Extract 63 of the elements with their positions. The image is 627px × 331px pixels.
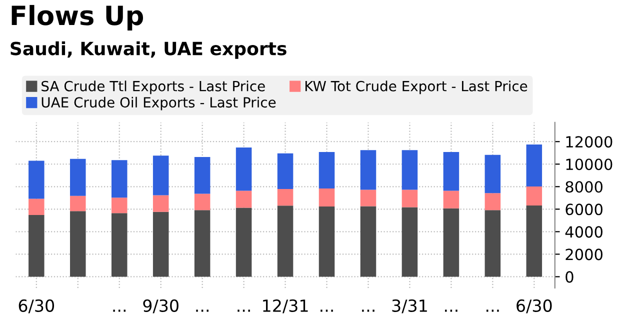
y-tick-label: 12000	[566, 136, 612, 148]
bar	[236, 147, 252, 191]
bar	[70, 158, 86, 196]
x-tick-label: 12/31	[263, 299, 308, 314]
bar	[443, 208, 460, 277]
y-tick-label: 2000	[566, 248, 602, 260]
chart-subtitle: Saudi, Kuwait, UAE exports	[10, 41, 286, 59]
bar	[360, 190, 376, 206]
y-tick-label: 6000	[566, 204, 602, 216]
bar	[360, 206, 376, 277]
x-tick-label: ...	[362, 310, 374, 312]
x-tick-label: 6/30	[18, 299, 54, 314]
bar	[484, 193, 501, 210]
bar	[526, 205, 542, 277]
bar	[318, 188, 335, 206]
bar	[152, 156, 169, 196]
bar	[402, 190, 418, 208]
x-tick-label: ...	[320, 310, 333, 312]
bar	[70, 211, 86, 277]
y-tick-label: 10000	[566, 158, 612, 170]
bar	[111, 213, 128, 277]
bar	[526, 144, 542, 187]
bar	[318, 206, 335, 277]
bar	[277, 206, 294, 277]
bar	[236, 208, 252, 277]
bar	[152, 195, 169, 212]
legend-label: KW Tot Crude Export - Last Price	[305, 80, 528, 94]
bar	[484, 154, 501, 194]
bar	[194, 157, 210, 194]
x-tick-label: ...	[445, 310, 458, 312]
bar	[318, 152, 335, 189]
bar	[111, 198, 128, 214]
x-tick-label: ...	[238, 310, 250, 312]
bar	[28, 160, 44, 199]
x-tick-label: 3/31	[392, 299, 427, 314]
x-tick-label: 9/30	[143, 299, 178, 314]
x-tick-label: ...	[113, 310, 126, 312]
bar	[194, 210, 210, 277]
bar	[194, 194, 210, 210]
bar	[484, 210, 501, 277]
y-tick-label: 8000	[566, 181, 602, 193]
bar	[526, 186, 542, 206]
bar	[360, 150, 376, 190]
x-tick-label: ...	[486, 310, 499, 312]
bar	[152, 212, 169, 277]
bar	[277, 153, 294, 190]
bar	[402, 150, 418, 190]
bar	[443, 152, 460, 191]
y-tick-label: 4000	[565, 226, 602, 238]
bar	[402, 207, 418, 277]
x-tick-label: ...	[196, 310, 208, 312]
bar	[277, 189, 294, 206]
bar	[111, 160, 128, 198]
chart-title: Flows Up	[12, 4, 144, 31]
bar	[70, 196, 86, 212]
bar	[236, 190, 252, 208]
x-tick-label: 6/30	[516, 299, 552, 314]
bar	[443, 190, 460, 208]
bar	[28, 198, 44, 216]
legend-label: UAE Crude Oil Exports - Last Price	[42, 96, 276, 110]
y-tick-label: 0	[566, 271, 574, 283]
bar	[28, 215, 44, 277]
legend-label: SA Crude Ttl Exports - Last Price	[42, 80, 265, 94]
